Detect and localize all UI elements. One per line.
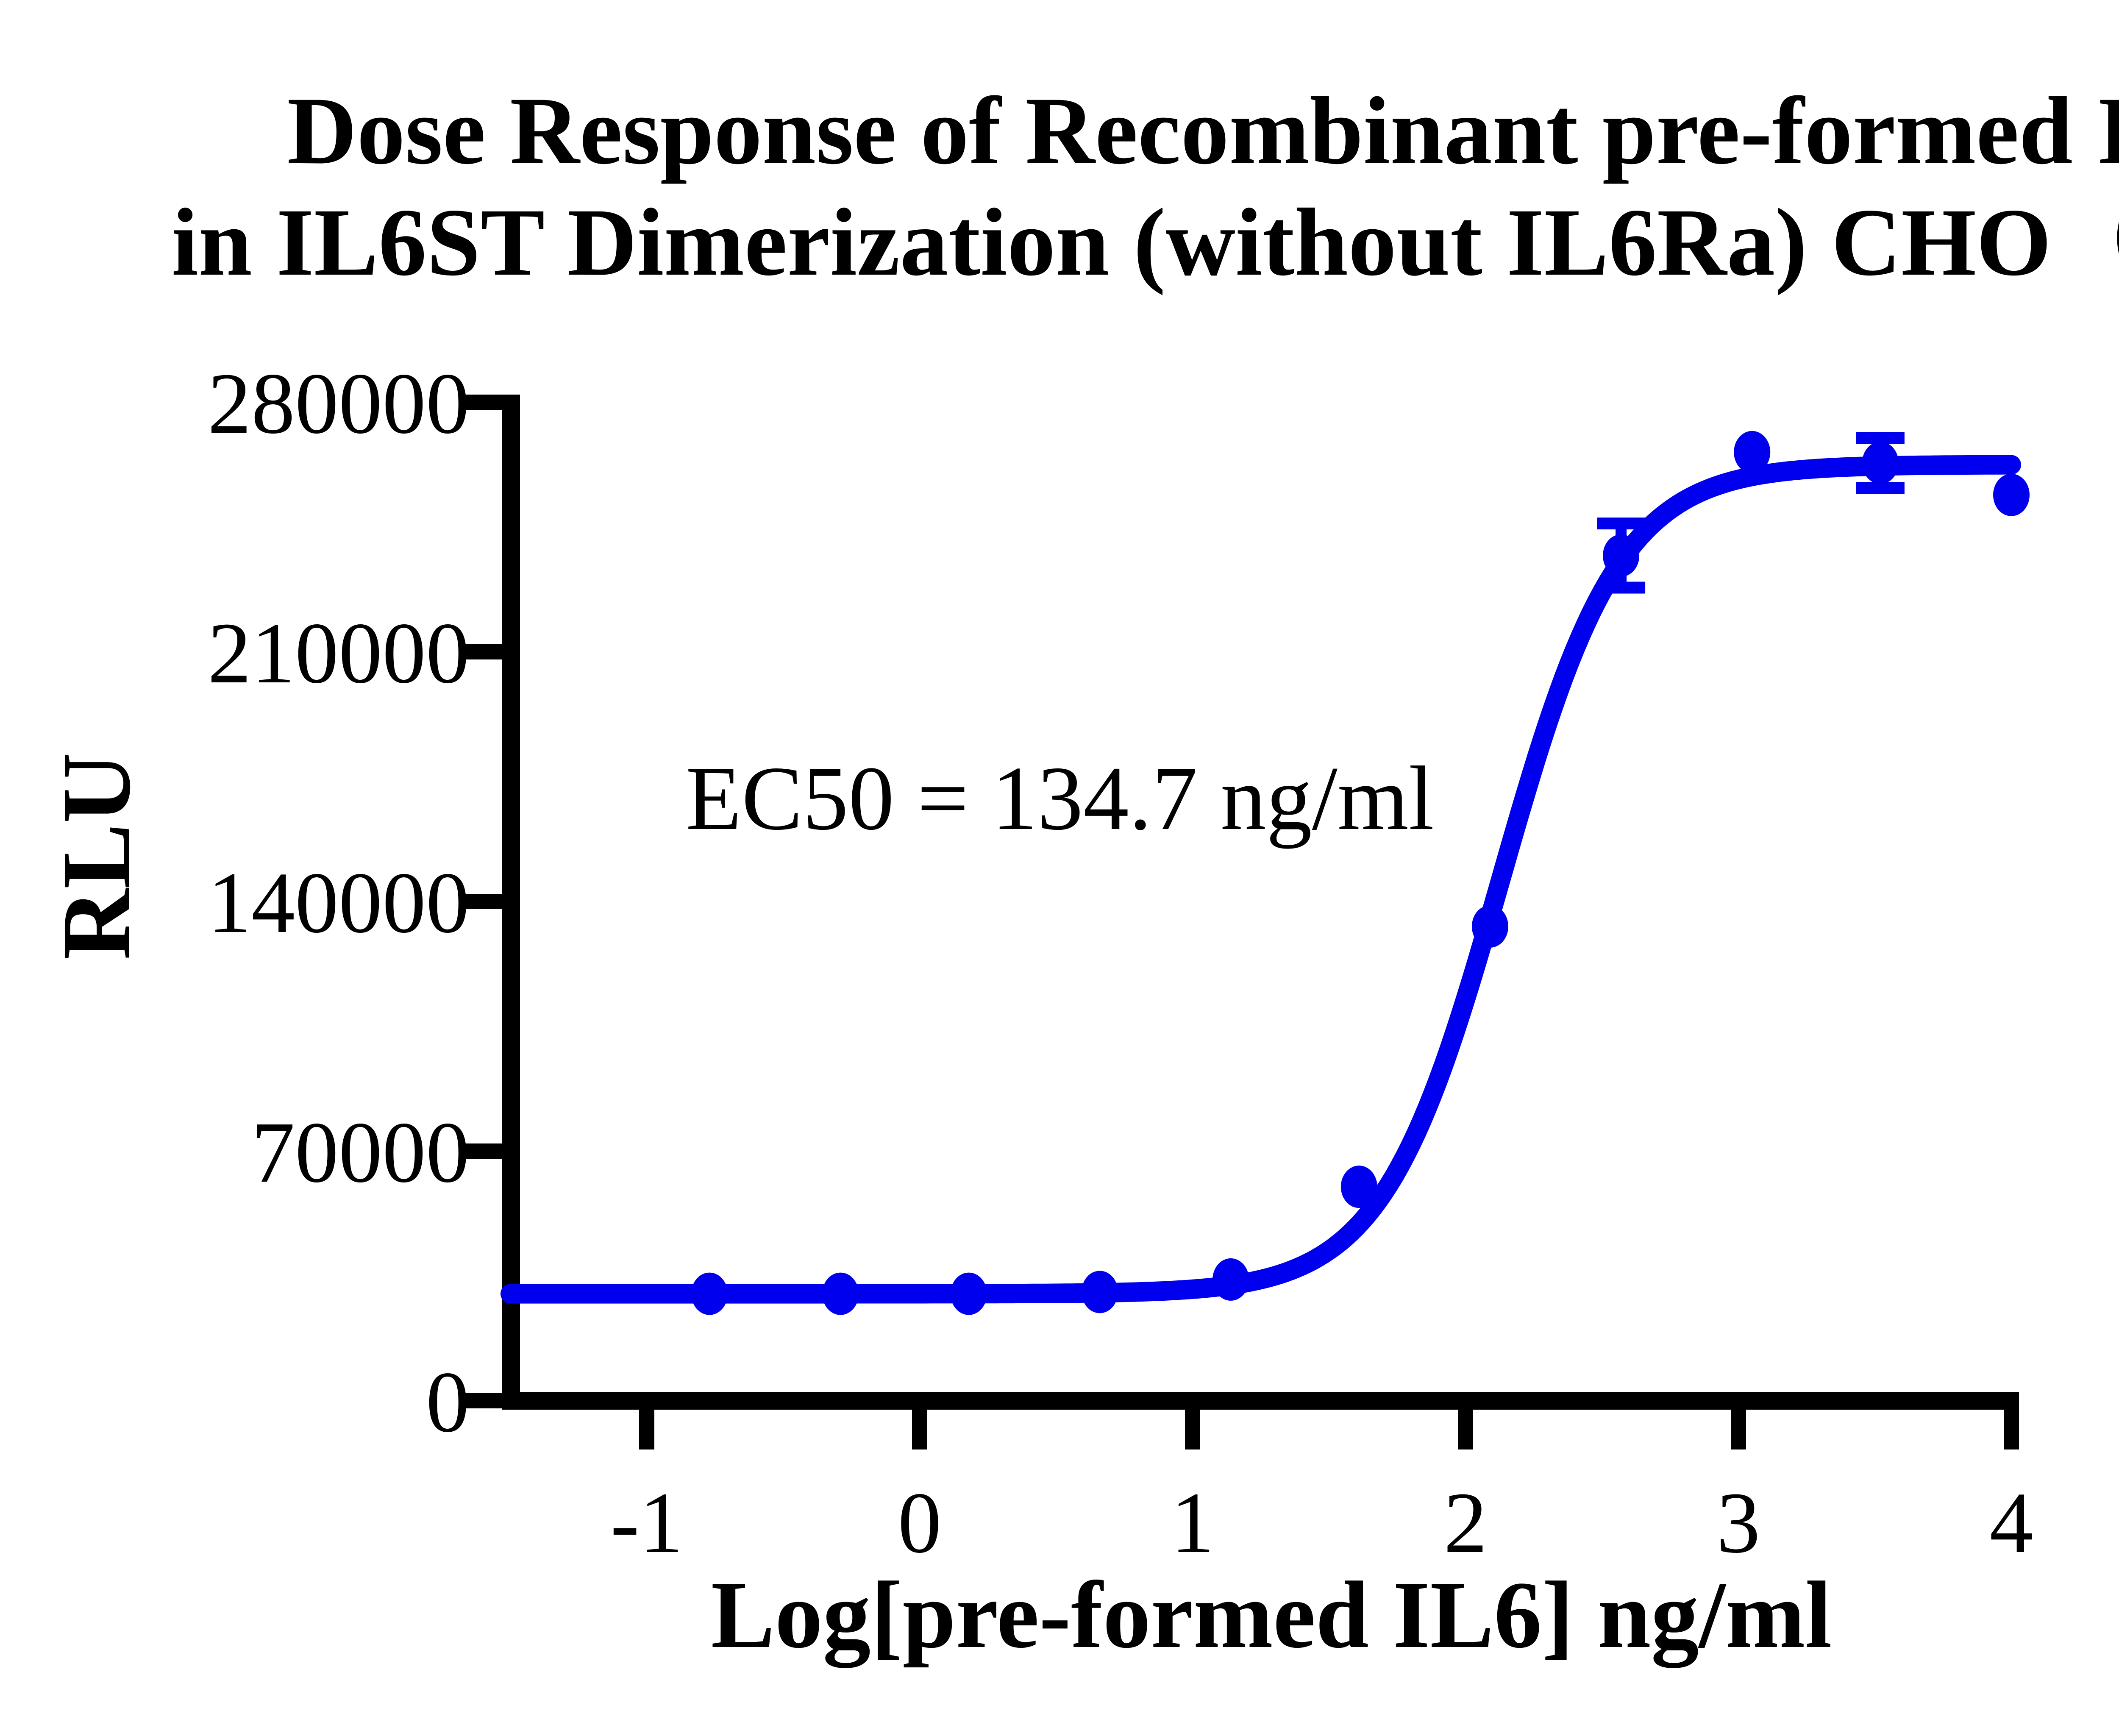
x-tick-label: 3 xyxy=(1717,1474,1760,1571)
data-point-marker xyxy=(950,1272,987,1315)
x-tick-label: 2 xyxy=(1444,1474,1488,1571)
x-tick-label: 4 xyxy=(1990,1474,2033,1571)
fit-curve xyxy=(501,455,2021,1304)
data-point-marker xyxy=(822,1272,859,1315)
x-tick-label: 0 xyxy=(898,1474,942,1571)
data-point-marker xyxy=(691,1272,728,1315)
y-tick-label: 140000 xyxy=(208,854,470,951)
y-tick-label: 210000 xyxy=(208,604,470,701)
y-axis-label: RLU xyxy=(42,752,151,960)
data-point-marker xyxy=(1082,1271,1118,1313)
chart-title-line-2: in IL6ST Dimerization (without IL6Ra) CH… xyxy=(172,189,2119,296)
x-tick-label: -1 xyxy=(610,1474,683,1571)
x-tick-label: 1 xyxy=(1171,1474,1215,1571)
y-tick-label: 0 xyxy=(426,1353,470,1450)
x-axis-label: Log[pre-formed IL6] ng/ml xyxy=(711,1562,1832,1668)
plot-area xyxy=(501,431,2030,1315)
data-point-marker xyxy=(1212,1258,1249,1301)
y-tick-label: 70000 xyxy=(251,1104,470,1201)
y-axis: 0 70000 140000 210000 280000 xyxy=(208,355,520,1450)
data-point-marker xyxy=(1340,1166,1377,1208)
data-point-marker xyxy=(1862,442,1899,484)
data-point-marker xyxy=(1471,905,1508,948)
axes: 0 70000 140000 210000 280000 -1 0 1 2 3 4 xyxy=(208,355,2033,1571)
y-tick-label: 280000 xyxy=(208,355,470,452)
ec50-annotation: EC50 = 134.7 ng/ml xyxy=(686,748,1434,849)
x-axis: -1 0 1 2 3 4 xyxy=(502,1392,2033,1571)
data-point-marker xyxy=(1734,431,1771,473)
chart-title-line-1: Dose Response of Recombinant pre-formed … xyxy=(287,78,2119,184)
data-point-marker xyxy=(1603,534,1640,577)
data-point-marker xyxy=(1993,473,2030,516)
